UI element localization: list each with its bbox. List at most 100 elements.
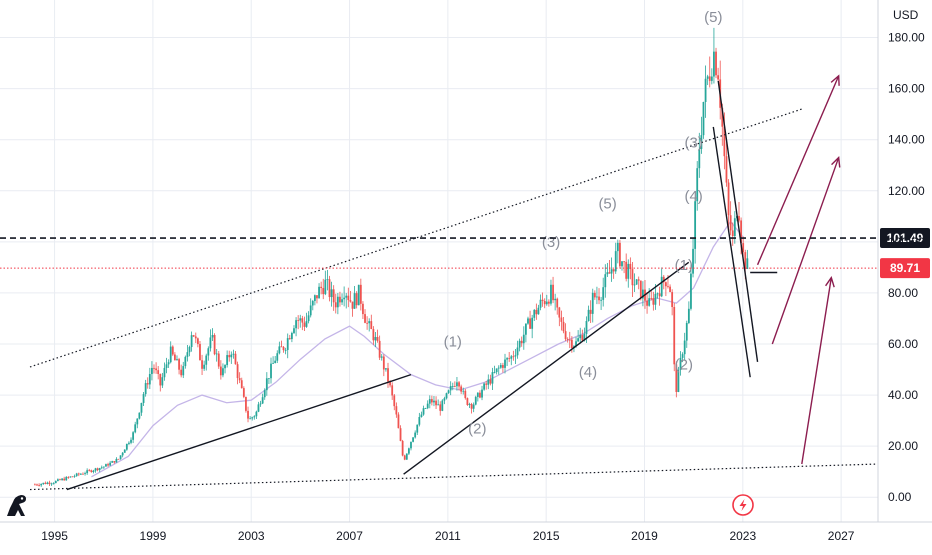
wave-label: (5) [704,9,722,26]
candle-body [453,385,456,387]
candle-body [274,360,277,363]
candle-body [727,182,730,216]
candle-body [353,293,356,309]
candle-body [547,301,550,304]
candle-body [715,51,717,76]
candle-body [75,473,78,476]
candle-body [336,296,339,308]
candle-body [251,417,254,419]
candle-body [602,287,605,300]
trendline[interactable] [403,261,690,475]
candle-body [284,349,287,351]
candle-body [721,107,724,127]
candle-body [499,365,502,368]
projection-arrow[interactable] [801,277,832,465]
price-levels: 101.49 89.71 [0,228,930,279]
candle-body [186,352,189,357]
projection-arrow[interactable] [756,75,840,266]
candle-body [660,276,663,297]
candle-body [188,347,191,353]
candle-body [416,424,419,433]
projection-arrow[interactable] [771,157,840,345]
candle-body [650,298,653,299]
candle-body [98,468,101,471]
candle-body [359,284,362,304]
candle-body [522,334,525,344]
arrow-head [830,74,840,86]
x-tick-label: 2019 [631,529,658,543]
candle-body [560,317,563,322]
candle-body [209,337,212,349]
candle-body [401,440,404,456]
candle-body [36,484,38,486]
candle-body [533,309,536,318]
candle-body [59,479,61,481]
candle-body [508,358,511,359]
candle-body [242,388,245,397]
candle-body [261,397,264,404]
candle-body [84,473,86,474]
tradingview-dino-icon[interactable] [7,495,26,516]
candle-body [422,408,425,415]
y-tick-label: 20.00 [888,439,918,453]
candle-body [460,386,463,392]
x-tick-label: 1995 [41,529,68,543]
candle-body [437,404,440,406]
candle-body [109,462,112,466]
candle-body [94,468,97,471]
candle-body [518,340,521,348]
candle-body [226,355,229,366]
candle-body [288,338,291,340]
candle-body [159,373,162,386]
candle-body [176,359,178,361]
trendline[interactable] [712,126,751,378]
lightning-event-icon[interactable] [732,494,754,516]
candle-body [671,292,674,308]
price-tag-label: 89.71 [890,261,920,275]
trendline[interactable] [29,463,879,491]
x-tick-label: 2011 [435,529,461,543]
candle-body [125,443,128,450]
candle-body [115,458,118,463]
candle-body [441,400,444,411]
candle-body [414,432,417,438]
candle-body [96,468,99,471]
candle-body [506,358,508,360]
candle-body [696,168,699,202]
candle-body [474,396,477,405]
candle-body [63,478,66,481]
candle-body [554,298,557,301]
candles [34,27,749,487]
candle-body [520,340,523,344]
candle-body [211,335,214,338]
candle-body [322,288,325,295]
candle-body [203,364,206,369]
candle-body [128,442,130,444]
candle-body [79,473,82,475]
candle-body [397,414,400,429]
candle-body [151,367,153,375]
wave-label: (2) [468,420,486,437]
trendline[interactable] [66,373,412,491]
candle-body [410,441,412,449]
candle-body [276,353,279,361]
candle-body [476,392,479,397]
candle-body [483,383,486,390]
candle-body [117,458,120,460]
candle-body [418,417,421,425]
candle-body [399,428,402,441]
candle-body [65,477,68,481]
candle-body [265,378,268,391]
candle-body [40,483,43,486]
candle-body [163,367,166,378]
candle-body [391,385,394,396]
candle-body [345,295,348,298]
candle-body [556,298,559,308]
trendline[interactable] [717,80,759,362]
candle-body [196,338,199,345]
price-tag [880,258,930,279]
candle-body [199,344,201,361]
candle-body [627,263,630,279]
